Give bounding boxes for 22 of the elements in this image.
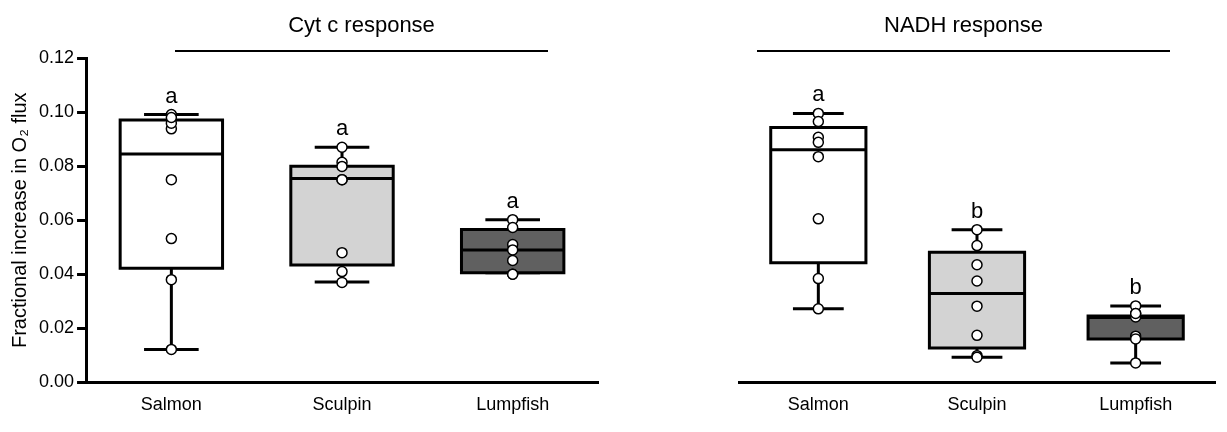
x-tick-label: Lumpfish: [476, 394, 550, 415]
x-tick-label: Sculpin: [947, 394, 1007, 415]
annotation: a: [335, 115, 349, 141]
annotation: a: [506, 187, 520, 213]
y-tick-label: 0.04: [38, 263, 75, 284]
y-tick-label: 0.02: [38, 317, 75, 338]
chart-title: Cyt c response: [287, 12, 436, 38]
y-axis-title: Fractional increase in O₂ flux: [7, 92, 30, 349]
y-tick-label: 0.06: [38, 209, 75, 230]
x-tick-label: Lumpfish: [1099, 394, 1173, 415]
x-tick-label: Sculpin: [312, 394, 372, 415]
annotation: b: [970, 197, 984, 223]
y-tick-label: 0.10: [38, 101, 75, 122]
x-tick-label: Salmon: [140, 394, 202, 415]
annotation: a: [812, 81, 826, 107]
annotation: b: [1129, 273, 1142, 299]
y-tick-label: 0.12: [38, 46, 75, 67]
chart-title: NADH response: [883, 12, 1044, 38]
annotation: a: [165, 82, 179, 108]
x-tick-label: Salmon: [787, 394, 849, 415]
y-tick-label: 0.00: [38, 371, 75, 392]
y-tick-label: 0.08: [38, 155, 75, 176]
